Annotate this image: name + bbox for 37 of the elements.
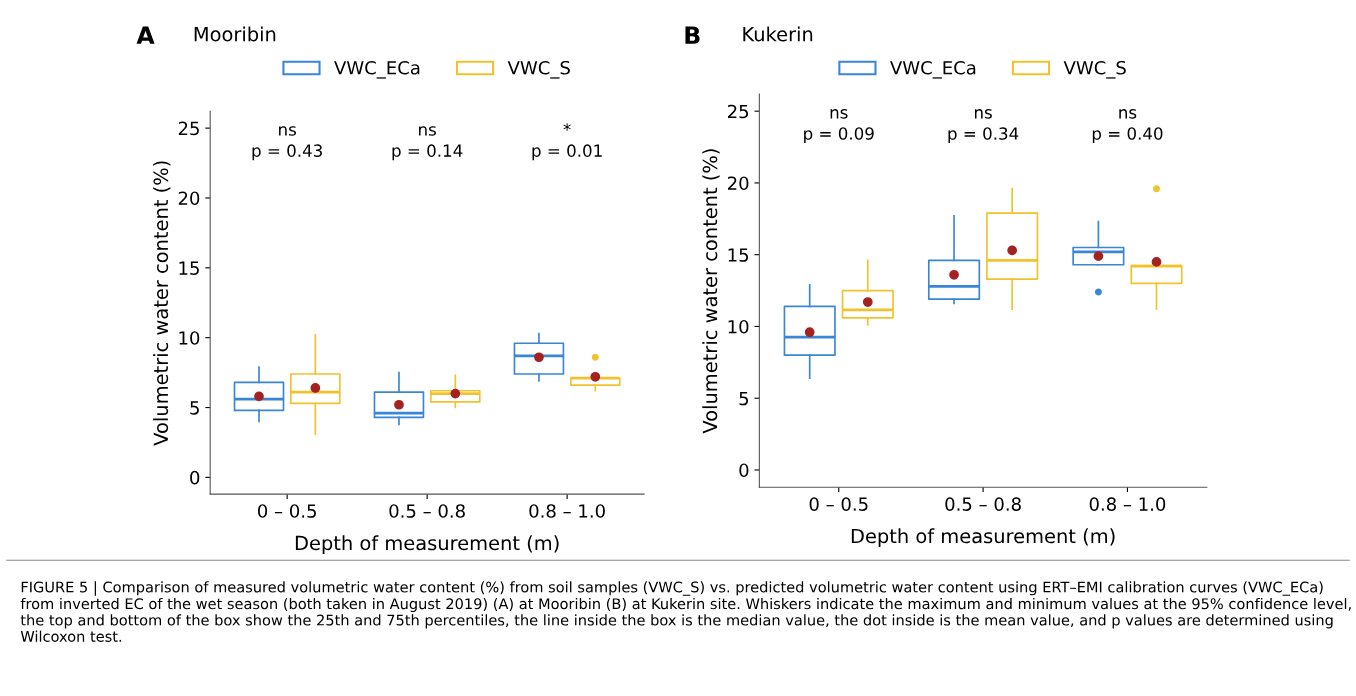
x-tick-label: 0 – 0.5	[258, 504, 316, 518]
y-tick-label: 25	[178, 121, 199, 136]
chart-title: Kukerin	[743, 26, 813, 42]
y-tick-label: 20	[178, 191, 200, 206]
legend-label: VWC_ECa	[334, 60, 420, 79]
y-tick-label: 5	[190, 401, 199, 415]
x-axis-title: Depth of measurement (m)	[295, 535, 559, 555]
y-tick-label: 25	[727, 104, 749, 119]
annotation: ns p = 0.34	[948, 109, 1019, 144]
x-axis-title: Depth of measurement (m)	[851, 528, 1115, 548]
legend-label: VWC_S	[507, 60, 570, 79]
annotation: ns p = 0.40	[1092, 109, 1163, 144]
y-tick-label: 0	[190, 470, 200, 485]
annotation: ns p = 0.43	[252, 126, 322, 161]
y-tick-label: 15	[728, 248, 749, 262]
x-tick-label: 0.8 – 1.0	[529, 504, 605, 518]
y-tick-label: 0	[739, 463, 749, 478]
legend-label: VWC_S	[1063, 60, 1126, 79]
y-axis-title: Volumetric water content (%)	[702, 149, 720, 434]
y-tick-label: 20	[727, 176, 749, 191]
text: B	[685, 26, 700, 44]
annotation: * p = 0.01	[532, 123, 602, 161]
y-tick-label: 10	[179, 331, 200, 345]
caption: FIGURE 5 | Comparison of measured volumetric water content (%) from soil samples (VWC_S) vs. predicted volumetric water content using ERT–EMI calibration curves (VWC_ECa) from inverted EC of the wet season (both taken in August 2019) (A) at Mooribin (B) at Kukerin site. Whiskers indicate the maximum and minimum values at the 95% confidence level, the top and bottom of the box show the 25th and 75th percentiles, the line inside the box is the median value, the dot inside is the mean value, and p values are determined using Wilcoxon test.	[20, 581, 1351, 642]
y-tick-label: 5	[739, 391, 749, 406]
annotation: ns p = 0.14	[392, 126, 463, 161]
chart-title: Mooribin	[194, 26, 276, 42]
annotation: ns p = 0.09	[804, 109, 874, 144]
x-tick-label: 0.5 – 0.8	[389, 504, 465, 518]
legend-label: VWC_ECa	[890, 60, 976, 79]
y-tick-label: 15	[179, 261, 199, 275]
text: A	[136, 26, 155, 44]
x-tick-label: 0.8 – 1.0	[1089, 497, 1166, 511]
x-tick-label: 0.5 – 0.8	[945, 497, 1021, 511]
y-axis-title: Volumetric water content (%)	[153, 161, 171, 446]
y-tick-label: 10	[728, 319, 749, 334]
x-tick-label: 0 – 0.5	[809, 497, 868, 511]
